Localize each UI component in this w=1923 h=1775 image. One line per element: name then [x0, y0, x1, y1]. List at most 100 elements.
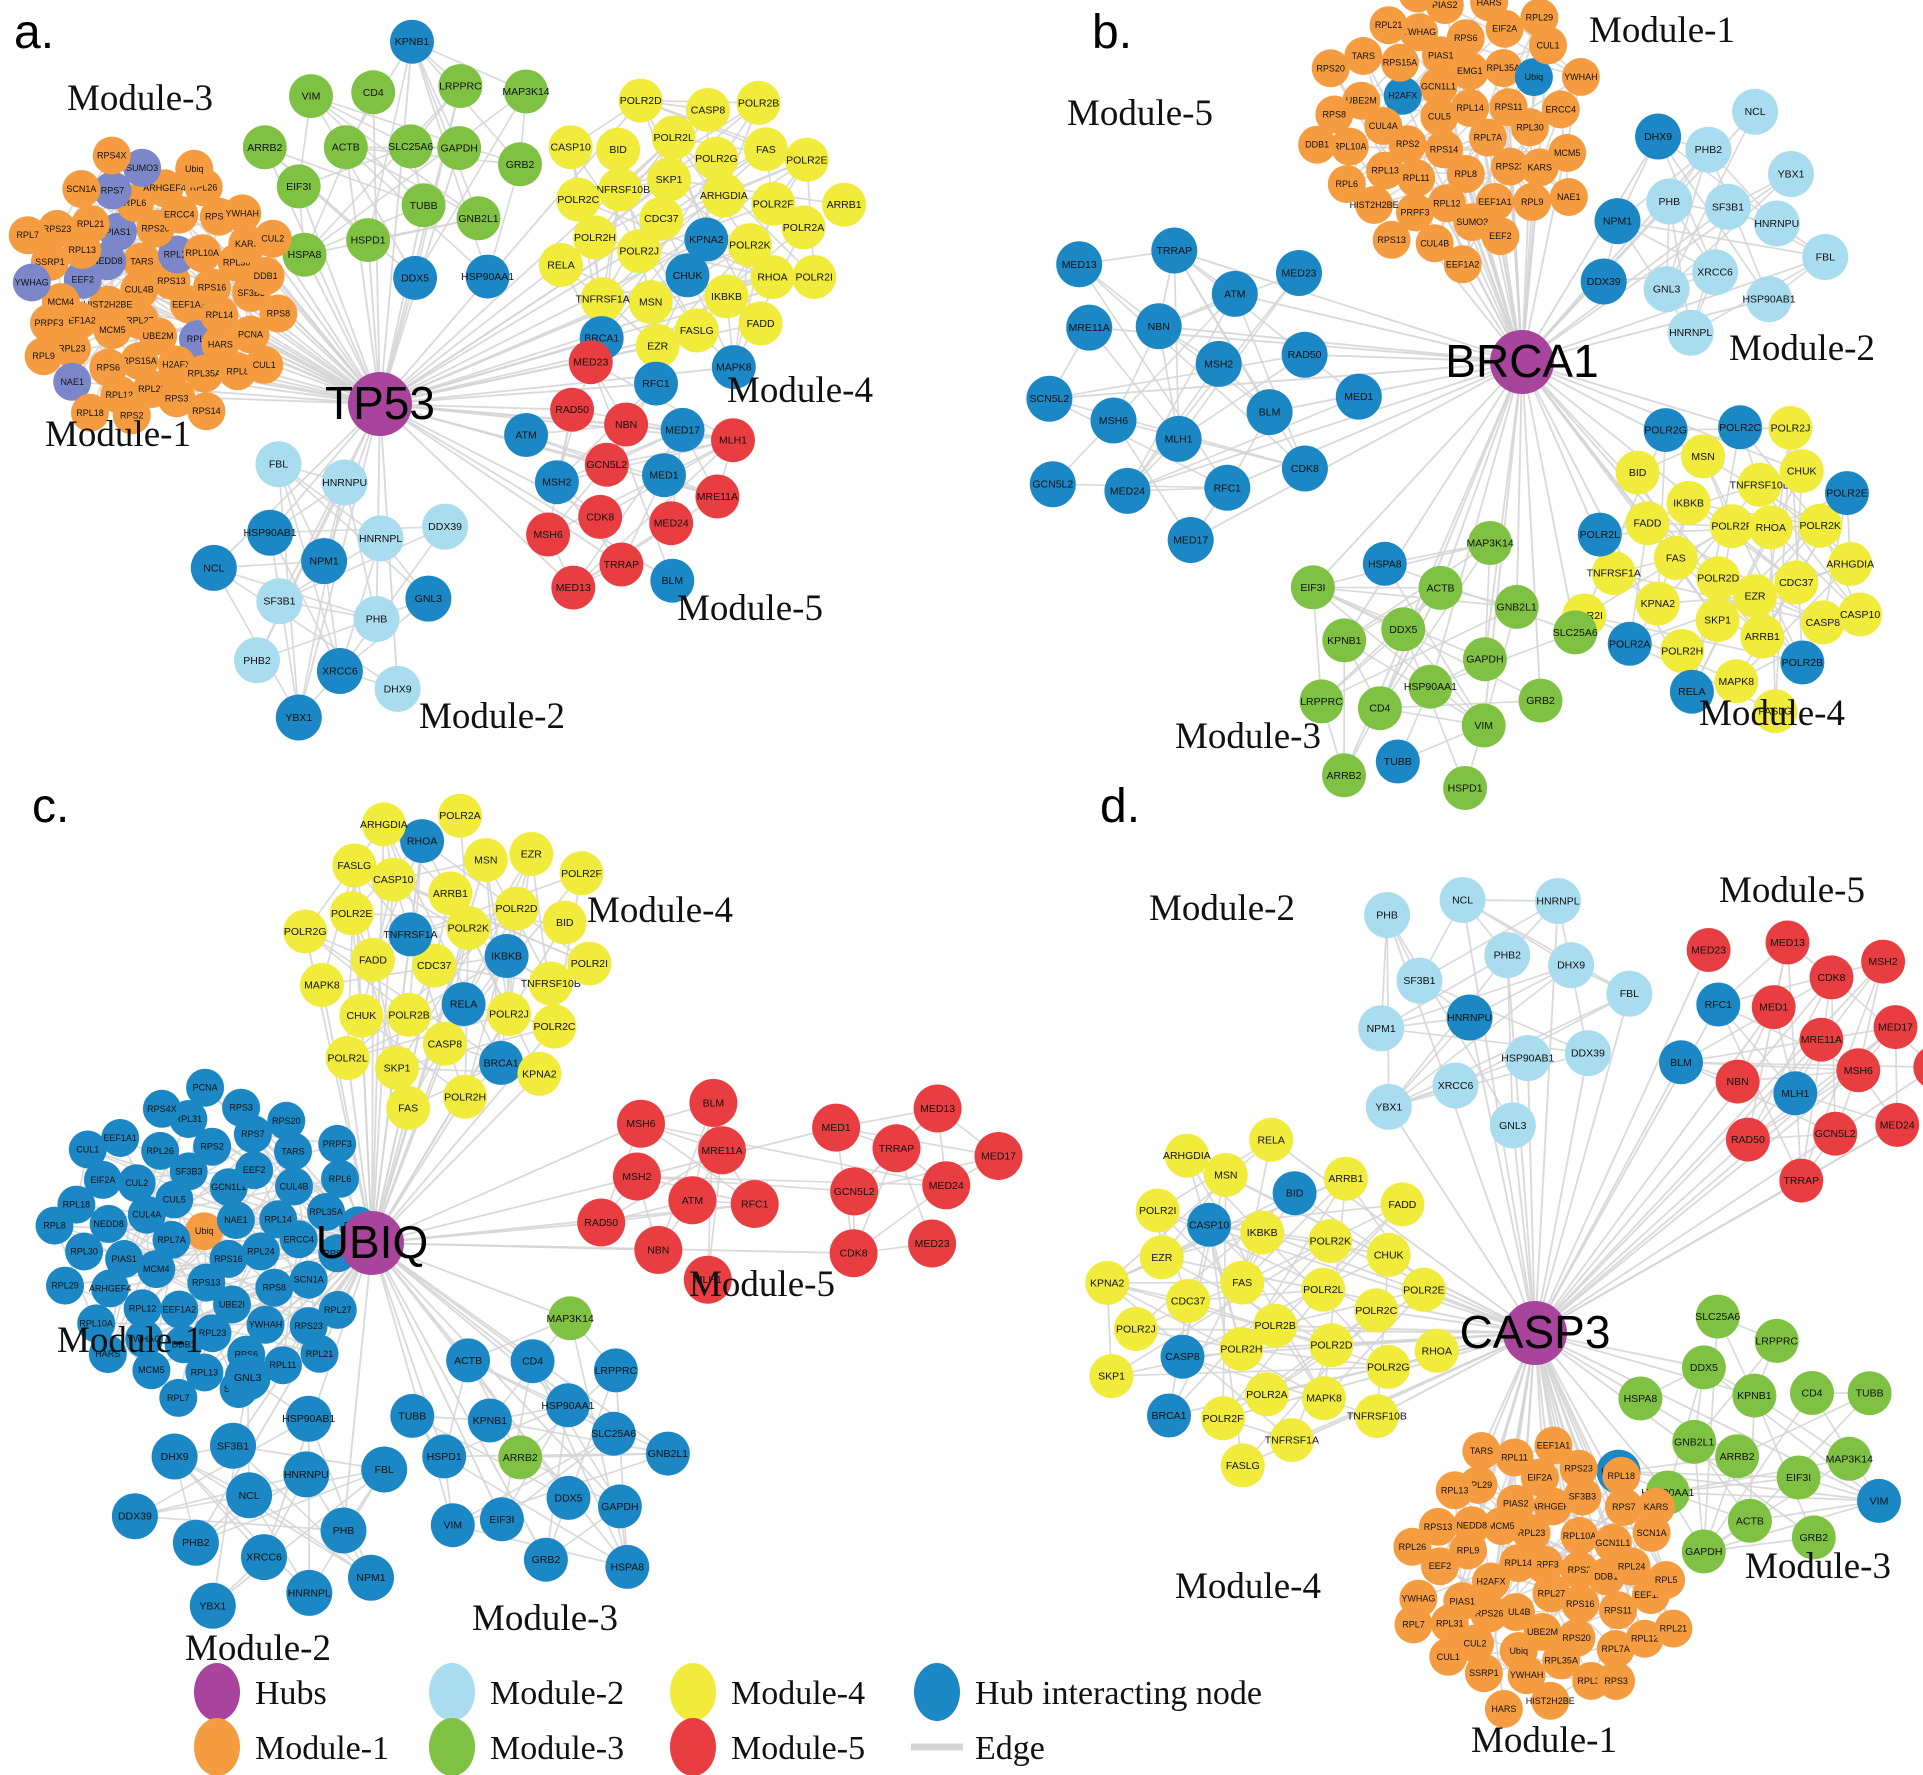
node-msh6[interactable]: [1836, 1048, 1881, 1093]
node-eef1a2[interactable]: [160, 1290, 199, 1329]
node-ncl[interactable]: [1439, 877, 1486, 923]
node-ddx39[interactable]: [422, 503, 469, 550]
node-polr2h[interactable]: [1219, 1327, 1264, 1371]
node-cul4b[interactable]: [120, 270, 159, 309]
node-arrb2[interactable]: [1715, 1434, 1760, 1479]
node-polr2a[interactable]: [438, 793, 482, 838]
node-eif3i[interactable]: [276, 164, 321, 209]
node-tnfrsf10b[interactable]: [598, 167, 643, 212]
node-eef2[interactable]: [1481, 217, 1520, 256]
node-rpl21[interactable]: [300, 1334, 339, 1373]
node-rpl24[interactable]: [1612, 1547, 1651, 1586]
node-rpl10a[interactable]: [1330, 127, 1369, 166]
node-rfc1[interactable]: [634, 361, 678, 406]
node-eif3i[interactable]: [1290, 565, 1335, 610]
node-polr2k[interactable]: [1798, 503, 1843, 548]
node-hnrnpl[interactable]: [1667, 309, 1714, 356]
node-rpl12[interactable]: [1625, 1619, 1664, 1658]
node-eef1a1[interactable]: [101, 1119, 140, 1157]
node-ybx1[interactable]: [1365, 1083, 1412, 1130]
node-med13[interactable]: [1765, 920, 1810, 965]
node-ncl[interactable]: [1732, 88, 1779, 135]
node-map3k14[interactable]: [1468, 521, 1513, 565]
node-scn1a[interactable]: [62, 170, 101, 208]
node-med24[interactable]: [1104, 467, 1151, 514]
node-rpl35a[interactable]: [185, 354, 224, 393]
node-arhgdia[interactable]: [361, 802, 406, 847]
node-hsp90ab1[interactable]: [285, 1395, 332, 1442]
node-dhx9[interactable]: [1548, 942, 1595, 989]
node-hsp90ab1[interactable]: [1504, 1035, 1551, 1081]
node-cdc37[interactable]: [639, 196, 684, 241]
node-hnrnpu[interactable]: [1446, 994, 1493, 1041]
node-polr2b[interactable]: [387, 992, 432, 1037]
node-hspa8[interactable]: [1618, 1376, 1663, 1421]
node-rpl27[interactable]: [318, 1290, 357, 1329]
node-rpl23[interactable]: [193, 1314, 232, 1353]
node-msh6[interactable]: [617, 1099, 665, 1148]
node-rps15a[interactable]: [1381, 43, 1419, 82]
node-tnfrsf1a[interactable]: [1269, 1418, 1314, 1463]
node-ywhag[interactable]: [1400, 13, 1439, 52]
node-kpnb1[interactable]: [1732, 1373, 1777, 1418]
node-polr2k[interactable]: [727, 223, 772, 268]
node-rpl29[interactable]: [46, 1266, 84, 1305]
node-fbl[interactable]: [361, 1446, 408, 1493]
node-brca1[interactable]: [1147, 1393, 1191, 1438]
node-fas[interactable]: [1653, 536, 1698, 580]
hub-node-ubiq[interactable]: [340, 1211, 404, 1275]
node-arhgdia[interactable]: [1164, 1133, 1209, 1178]
node-ywhag[interactable]: [12, 263, 51, 302]
node-med23[interactable]: [908, 1219, 957, 1268]
node-gcn5l2[interactable]: [1029, 461, 1076, 508]
node-med24[interactable]: [922, 1161, 971, 1210]
node-pcna[interactable]: [186, 1068, 225, 1107]
node-chuk[interactable]: [1779, 449, 1824, 494]
node-rpl7a[interactable]: [152, 1220, 191, 1259]
hub-node-tp53[interactable]: [348, 372, 412, 436]
node-ddx39[interactable]: [1564, 1030, 1611, 1077]
node-skp1[interactable]: [1089, 1354, 1134, 1399]
node-cdk8[interactable]: [1281, 445, 1328, 492]
node-rpl5[interactable]: [1647, 1561, 1686, 1599]
node-nae1[interactable]: [53, 362, 92, 401]
node-fbl[interactable]: [1802, 234, 1849, 280]
node-nbn[interactable]: [1135, 303, 1182, 350]
node-grb2[interactable]: [1518, 678, 1563, 723]
node-polr2i[interactable]: [1135, 1188, 1180, 1233]
node-rpl14[interactable]: [200, 295, 239, 334]
node-pcna[interactable]: [231, 315, 270, 354]
node-ywhah[interactable]: [246, 1305, 285, 1344]
node-rpl10a[interactable]: [1560, 1517, 1599, 1555]
node-ncl[interactable]: [190, 544, 237, 591]
node-msh6[interactable]: [1090, 397, 1137, 444]
node-rpl6[interactable]: [321, 1159, 359, 1198]
node-rpl35a[interactable]: [1484, 49, 1523, 88]
node-slc25a6[interactable]: [1695, 1294, 1740, 1339]
node-rps16[interactable]: [1561, 1584, 1600, 1623]
node-ddx5[interactable]: [1381, 607, 1426, 652]
node-sumo3[interactable]: [1453, 203, 1492, 242]
node-rpl14[interactable]: [1499, 1544, 1538, 1583]
node-polr2i[interactable]: [792, 255, 837, 299]
node-casp8[interactable]: [1160, 1334, 1205, 1379]
node-rpl6[interactable]: [1327, 165, 1366, 204]
node-vim[interactable]: [1857, 1478, 1901, 1523]
node-rps3[interactable]: [157, 379, 196, 418]
node-polr2a[interactable]: [1244, 1372, 1289, 1417]
node-gcn5l2[interactable]: [584, 442, 629, 487]
node-polr2l[interactable]: [651, 115, 696, 160]
node-rpl29[interactable]: [1520, 0, 1559, 37]
node-xrcc6[interactable]: [241, 1534, 287, 1581]
node-hars[interactable]: [1470, 0, 1509, 22]
node-polr2a[interactable]: [781, 205, 826, 250]
node-polr2i[interactable]: [567, 941, 612, 986]
node-nbn[interactable]: [604, 402, 649, 447]
node-msh6[interactable]: [526, 512, 571, 557]
node-tars[interactable]: [122, 242, 161, 281]
node-rpl10a[interactable]: [77, 1304, 116, 1343]
node-rpl8[interactable]: [35, 1206, 74, 1245]
node-ddx5[interactable]: [393, 255, 438, 300]
node-rpl27[interactable]: [1532, 1574, 1571, 1613]
node-ybx1[interactable]: [275, 694, 322, 741]
